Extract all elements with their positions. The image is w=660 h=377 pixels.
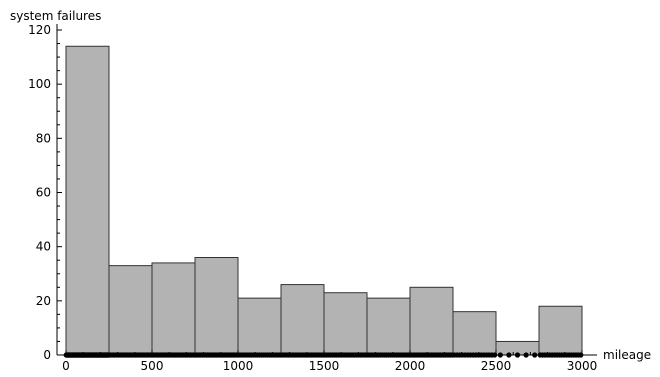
x-tick-label: 3000 bbox=[567, 359, 598, 373]
x-tick-label: 1500 bbox=[309, 359, 340, 373]
histogram-bar bbox=[366, 297, 411, 356]
histogram-bar bbox=[194, 257, 239, 356]
histogram-bar bbox=[538, 305, 583, 356]
histogram-bar bbox=[108, 265, 153, 356]
histogram-bar bbox=[323, 292, 368, 356]
y-tick-label: 40 bbox=[36, 240, 51, 254]
histogram-bar bbox=[452, 311, 497, 356]
bars-layer bbox=[65, 45, 583, 356]
histogram-bar bbox=[280, 284, 325, 356]
y-tick-label: 120 bbox=[28, 23, 51, 37]
x-tick-label: 2000 bbox=[395, 359, 426, 373]
x-tick-label: 500 bbox=[141, 359, 164, 373]
rug-layer bbox=[63, 352, 584, 358]
y-tick-label: 0 bbox=[43, 348, 51, 362]
rug-point bbox=[578, 352, 584, 358]
histogram-bar bbox=[409, 286, 454, 356]
y-axis-label: system failures bbox=[10, 9, 101, 23]
rug-point bbox=[506, 352, 512, 358]
y-tick-label: 80 bbox=[36, 131, 51, 145]
x-tick-label: 1000 bbox=[223, 359, 254, 373]
y-tick-label: 100 bbox=[28, 77, 51, 91]
x-tick-label: 2500 bbox=[481, 359, 512, 373]
rug-point bbox=[523, 352, 529, 358]
histogram-bar bbox=[151, 262, 196, 356]
histogram-bar bbox=[237, 297, 282, 356]
y-tick-label: 20 bbox=[36, 294, 51, 308]
x-axis-label: mileage bbox=[603, 348, 651, 362]
rug-point bbox=[532, 352, 538, 358]
y-tick-label: 60 bbox=[36, 186, 51, 200]
rug-point bbox=[497, 352, 503, 358]
histogram-bar bbox=[65, 45, 110, 356]
ticks-layer: 0 20 40 60 80 100 120 0 500 1000 1500 2000 2500 3000 bbox=[28, 23, 597, 373]
rug-point bbox=[514, 352, 521, 358]
x-tick-label: 0 bbox=[62, 359, 70, 373]
